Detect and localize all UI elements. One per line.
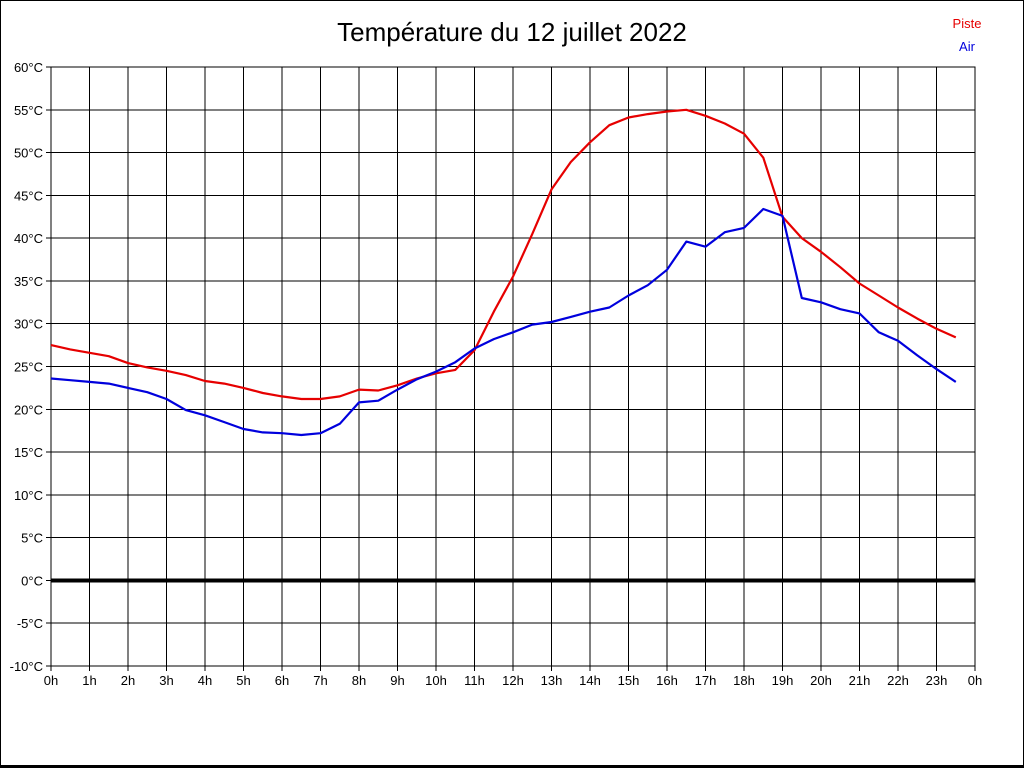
x-tick-label: 13h — [541, 673, 563, 688]
x-tick-label: 11h — [464, 673, 485, 688]
air-series-line — [50, 207, 957, 437]
legend-item-piste: Piste — [952, 16, 982, 31]
y-tick-label: 40°C — [14, 231, 43, 246]
y-tick-label: 35°C — [14, 274, 43, 289]
x-tick-label: 15h — [618, 673, 640, 688]
y-tick-label: -10°C — [10, 659, 43, 674]
y-tick-label: 45°C — [14, 188, 43, 203]
x-tick-label: 14h — [579, 673, 601, 688]
y-tick-label: 55°C — [14, 103, 43, 118]
x-tick-label: 16h — [656, 673, 678, 688]
x-tick-label: 7h — [313, 673, 327, 688]
x-tick-label: 5h — [236, 673, 250, 688]
y-tick-label: 30°C — [14, 317, 43, 332]
x-tick-label: 10h — [425, 673, 447, 688]
x-tick-label: 12h — [502, 673, 524, 688]
y-tick-label: 0°C — [21, 573, 43, 588]
x-tick-label: 0h — [44, 673, 58, 688]
x-tick-label: 22h — [887, 673, 909, 688]
piste-series-line — [50, 108, 957, 401]
x-tick-label: 3h — [159, 673, 173, 688]
y-tick-label: 20°C — [14, 402, 43, 417]
x-tick-label: 2h — [121, 673, 135, 688]
x-tick-label: 20h — [810, 673, 832, 688]
y-tick-label: 60°C — [14, 60, 43, 75]
x-tick-label: 4h — [198, 673, 212, 688]
y-tick-label: 50°C — [14, 146, 43, 161]
plot-border — [50, 66, 976, 667]
x-tick-label: 23h — [926, 673, 948, 688]
x-tick-label: 21h — [849, 673, 871, 688]
x-tick-label: 18h — [733, 673, 755, 688]
chart-title: Température du 12 juillet 2022 — [337, 17, 687, 47]
y-tick-label: 25°C — [14, 360, 43, 375]
y-tick-label: 5°C — [21, 531, 43, 546]
x-tick-label: 6h — [275, 673, 289, 688]
x-tick-label: 19h — [772, 673, 794, 688]
legend-item-air: Air — [959, 39, 975, 54]
x-tick-label: 0h — [968, 673, 982, 688]
x-tick-label: 17h — [695, 673, 717, 688]
x-tick-label: 8h — [352, 673, 366, 688]
x-tick-label: 1h — [82, 673, 96, 688]
chart-legend: Piste Air — [929, 12, 1005, 58]
y-tick-label: -5°C — [17, 616, 43, 631]
y-tick-label: 10°C — [14, 488, 43, 503]
x-tick-label: 9h — [390, 673, 404, 688]
y-tick-label: 15°C — [14, 445, 43, 460]
